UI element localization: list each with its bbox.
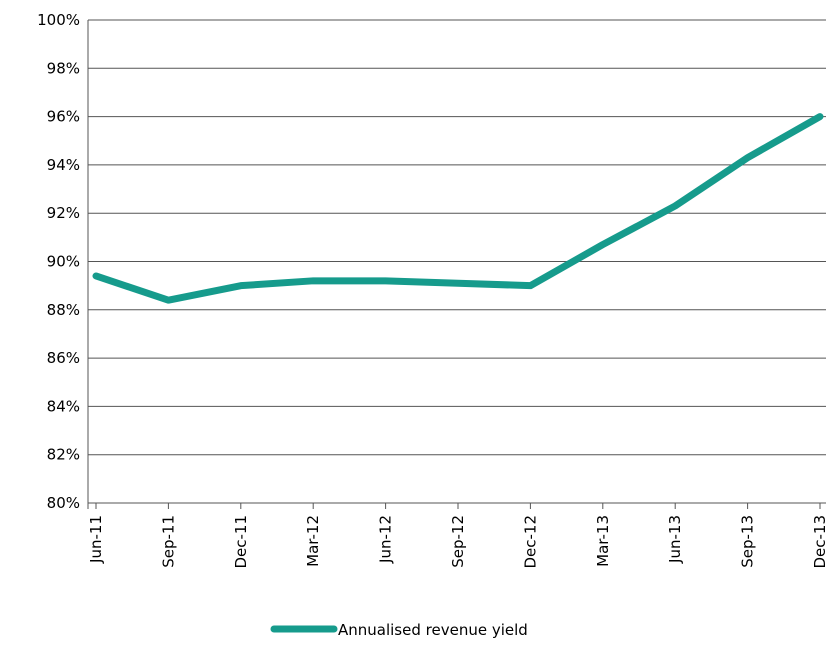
x-tick-label: Jun-12: [377, 515, 395, 564]
y-tick-label: 88%: [47, 301, 80, 319]
y-tick-label: 86%: [47, 349, 80, 367]
x-tick-label: Jun-13: [666, 515, 684, 564]
y-tick-label: 92%: [47, 204, 80, 222]
x-tick-label: Mar-13: [594, 515, 612, 567]
x-tick-label: Dec-13: [811, 515, 829, 569]
y-tick-label: 82%: [47, 446, 80, 464]
y-tick-label: 100%: [37, 11, 80, 29]
x-tick-label: Mar-12: [304, 515, 322, 567]
y-tick-label: 90%: [47, 253, 80, 271]
x-tick-label: Sep-12: [449, 515, 467, 568]
y-tick-label: 96%: [47, 108, 80, 126]
y-tick-label: 80%: [47, 494, 80, 512]
x-tick-label: Dec-12: [521, 515, 539, 569]
x-tick-label: Sep-13: [739, 515, 757, 568]
x-tick-label: Dec-11: [232, 515, 250, 569]
series-line: [92, 113, 824, 304]
y-tick-label: 84%: [47, 397, 80, 415]
x-tick-label: Jun-11: [87, 515, 105, 564]
x-tick-label: Sep-11: [159, 515, 177, 568]
y-tick-label: 94%: [47, 156, 80, 174]
legend-label: Annualised revenue yield: [338, 621, 528, 639]
y-tick-label: 98%: [47, 59, 80, 77]
